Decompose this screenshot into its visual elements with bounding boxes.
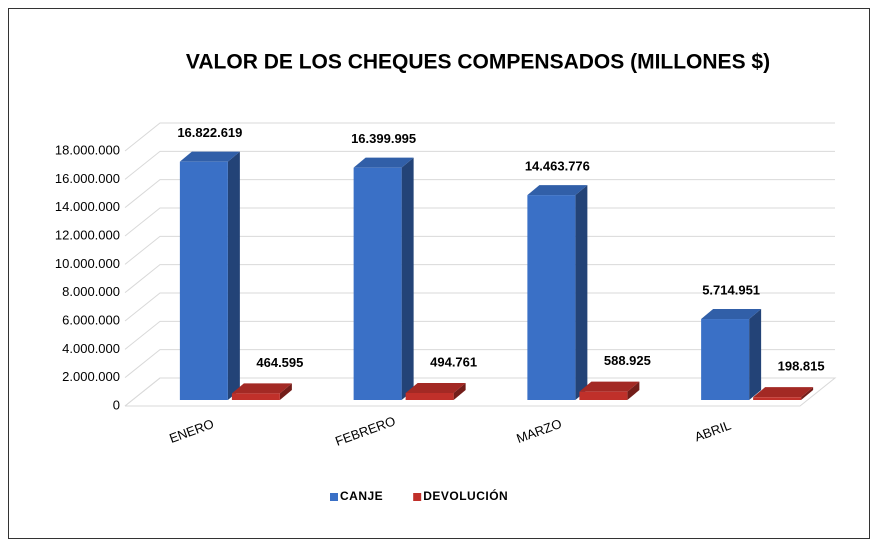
bar-side (749, 309, 762, 400)
bar-side (627, 381, 640, 400)
bar-side (227, 151, 240, 400)
bar (579, 381, 640, 400)
y-tick-label: 0 (113, 397, 120, 412)
y-tick-label: 6.000.000 (62, 312, 120, 327)
grid-line (124, 122, 835, 152)
grid-line (124, 179, 835, 209)
legend-label: CANJE (340, 489, 383, 503)
bar-front (753, 397, 802, 400)
data-label: 16.399.995 (351, 131, 416, 146)
bar-top (353, 157, 414, 168)
data-label: 198.815 (778, 359, 825, 374)
y-tick-label: 4.000.000 (62, 341, 120, 356)
bar-top (527, 185, 588, 196)
bar (353, 157, 414, 400)
legend-swatch (330, 493, 338, 501)
grid-line (124, 349, 835, 379)
data-label: 464.595 (256, 355, 303, 370)
grid-line (124, 292, 835, 322)
bar-front (579, 391, 628, 400)
y-tick-label: 2.000.000 (62, 369, 120, 384)
bar-side (575, 185, 588, 400)
bar-front (353, 167, 402, 400)
y-tick-label: 18.000.000 (55, 142, 120, 157)
y-tick-label: 10.000.000 (55, 256, 120, 271)
bar-front (231, 393, 280, 400)
bar-top (701, 309, 762, 320)
bar-side (401, 157, 414, 400)
bar-side (279, 383, 292, 400)
y-tick-label: 8.000.000 (62, 284, 120, 299)
bar-top (405, 382, 466, 393)
bar-top (179, 151, 240, 162)
bar-front (527, 195, 576, 400)
bar-front (405, 392, 454, 400)
y-tick-label: 12.000.000 (55, 227, 120, 242)
data-label: 588.925 (604, 353, 651, 368)
bar-top (579, 381, 640, 392)
data-label: 16.822.619 (177, 125, 242, 140)
grid-line (124, 150, 835, 180)
grid-line (124, 320, 835, 350)
bar (753, 387, 814, 400)
data-label: 5.714.951 (702, 282, 760, 297)
legend-label: DEVOLUCIÓN (423, 488, 508, 503)
y-tick-label: 14.000.000 (55, 199, 120, 214)
bar (179, 151, 240, 400)
bar (231, 383, 292, 400)
chart-title: VALOR DE LOS CHEQUES COMPENSADOS (MILLON… (186, 51, 770, 74)
bar-side (453, 382, 466, 400)
bar (701, 309, 762, 400)
grid-line (124, 207, 835, 237)
bar (405, 382, 466, 400)
floor (124, 377, 837, 407)
bar-top (753, 387, 814, 398)
y-tick-label: 16.000.000 (55, 171, 120, 186)
grid-line (124, 264, 835, 294)
data-label: 14.463.776 (525, 159, 590, 174)
bar-front (179, 161, 228, 400)
bar-front (701, 319, 750, 400)
legend-swatch (413, 493, 422, 501)
data-label: 494.761 (430, 354, 477, 369)
bar-side (801, 387, 814, 400)
bar-top (231, 383, 292, 394)
grid-line (124, 235, 835, 265)
bar (527, 185, 588, 400)
chart-frame (8, 8, 870, 539)
